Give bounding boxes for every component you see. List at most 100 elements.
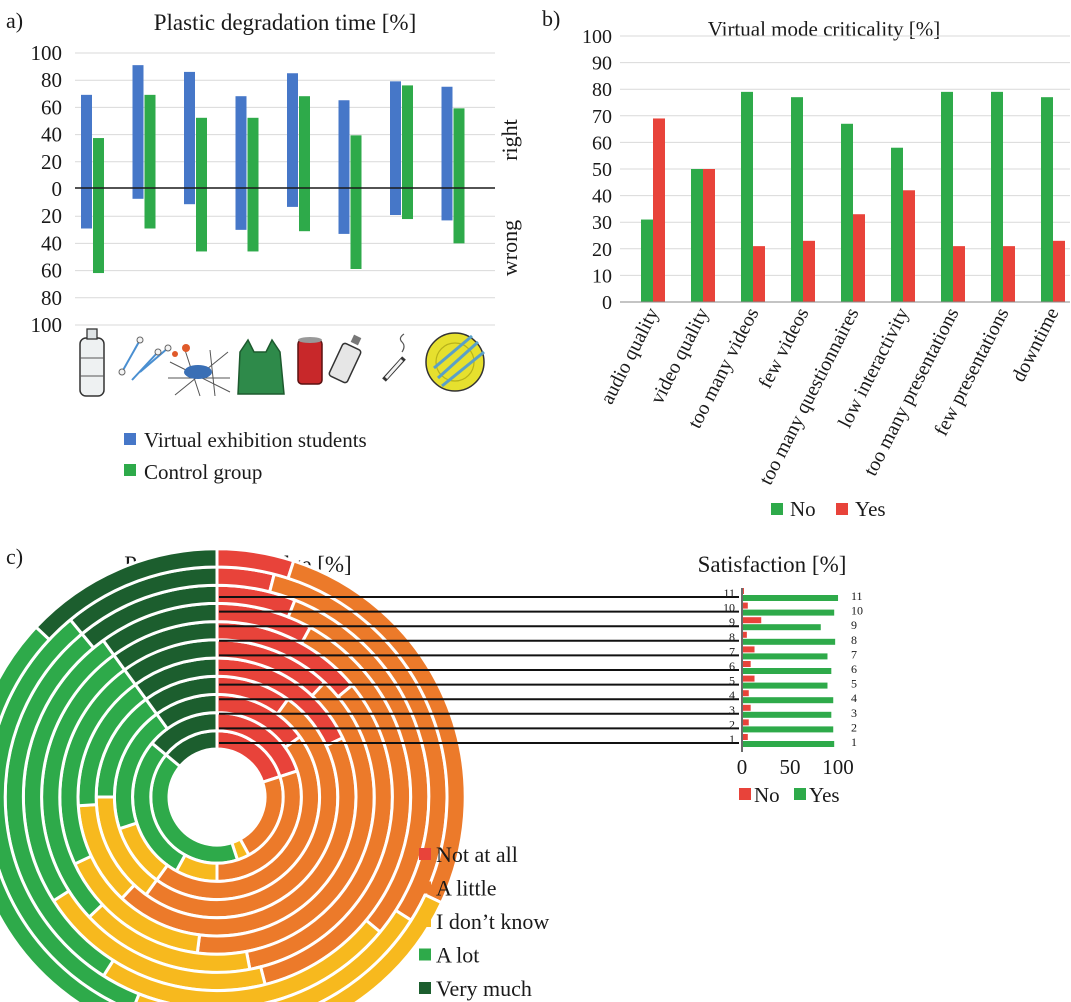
- b-y-tick-label: 50: [592, 159, 612, 181]
- sat-row-label-left: 8: [729, 630, 735, 644]
- a-bar-control-wrong: [196, 188, 207, 252]
- sat-row-label-left: 4: [729, 688, 735, 702]
- sat-bar-no: [743, 631, 747, 638]
- a-bar-control-wrong: [453, 188, 465, 244]
- sat-bar-yes: [743, 711, 832, 718]
- legend-pie-swatch: [419, 915, 431, 927]
- sat-bar-no: [743, 602, 748, 609]
- spray-can-icon: [328, 334, 362, 384]
- a-bar-virtual-right: [184, 71, 195, 188]
- a-bar-control-wrong: [350, 188, 362, 269]
- sat-row-label-right: 2: [851, 720, 857, 734]
- legend-a: Virtual exhibition students Control grou…: [124, 428, 367, 484]
- a-y-tick-label: 0: [52, 177, 63, 201]
- panel-a: a) Plastic degradation time [%] 100 80 60 4…: [6, 8, 522, 484]
- legend-pie-label: Not at all: [436, 842, 518, 867]
- b-y-tick-label: 20: [592, 239, 612, 261]
- b-bar-yes: [903, 190, 915, 302]
- a-bar-control-wrong: [144, 188, 156, 229]
- a-bar-virtual-wrong: [441, 188, 453, 221]
- sat-bar-no: [743, 690, 749, 697]
- legend-pie-swatch: [419, 948, 431, 961]
- b-bar-no: [891, 147, 903, 302]
- sat-row-label-right: 11: [851, 589, 863, 603]
- legend-a-virtual-label: Virtual exhibition students: [144, 428, 367, 452]
- a-y-tick-label: 20: [41, 204, 62, 228]
- b-bar-yes: [1053, 240, 1065, 302]
- b-bar-yes: [703, 169, 715, 302]
- legend-sat-swatch-no: [739, 788, 751, 800]
- b-x-tick-label: too many presentations: [860, 304, 964, 479]
- legend-sat-no-label: No: [754, 783, 780, 807]
- sat-row-label-left: 11: [723, 586, 735, 600]
- sat-row-label-right: 7: [851, 647, 857, 661]
- b-bar-yes: [853, 214, 865, 302]
- fishing-net-icon: [168, 344, 231, 397]
- sat-bar-yes: [743, 624, 821, 631]
- sat-row-label-right: 8: [851, 633, 857, 647]
- a-y-tick-label: 80: [41, 286, 62, 310]
- panel-b: b) Virtual mode criticality [%] 0 10 20 30 4…: [542, 6, 1070, 521]
- b-y-tick-label: 30: [592, 212, 612, 234]
- sat-bar-no: [743, 646, 755, 653]
- legend-pie-label: A lot: [436, 943, 479, 968]
- cotton-swabs-icon: [118, 336, 172, 381]
- a-bar-virtual-right: [287, 73, 298, 188]
- sat-bar-yes: [743, 682, 828, 689]
- a-bar-control-right: [350, 135, 362, 188]
- sat-row-label-right: 6: [851, 662, 857, 676]
- b-bar-yes: [653, 118, 665, 303]
- b-bar-yes: [1003, 246, 1015, 302]
- a-y-tick-label: 40: [41, 231, 62, 255]
- b-y-tick-label: 80: [592, 79, 612, 101]
- a-bar-virtual-wrong: [338, 188, 350, 234]
- soda-can-icon: [297, 337, 323, 385]
- sat-bar-yes: [743, 609, 835, 616]
- a-bar-virtual-right: [132, 65, 144, 188]
- b-bar-no: [991, 91, 1003, 302]
- a-bar-virtual-right: [81, 94, 92, 188]
- category-icons: [79, 328, 485, 397]
- ring-11-segment: [33, 547, 219, 642]
- sat-x-tick-label: 50: [780, 755, 801, 779]
- legend-a-swatch-virtual: [124, 433, 136, 445]
- sat-row-label-left: 10: [723, 601, 735, 615]
- sat-row-label-left: 9: [729, 615, 735, 629]
- panel-a-title: Plastic degradation time [%]: [154, 10, 417, 35]
- sat-bar-no: [743, 675, 755, 682]
- a-bar-virtual-wrong: [81, 188, 92, 229]
- plastic-cutlery-plate-icon: [425, 332, 485, 392]
- sat-bar-no: [743, 719, 749, 726]
- a-bar-control-right: [299, 96, 310, 188]
- a-bar-control-right: [196, 117, 207, 188]
- panel-b-letter: b): [542, 6, 560, 31]
- legend-pie-swatch: [419, 982, 431, 994]
- sat-row-label-right: 9: [851, 618, 857, 632]
- sat-bar-yes: [743, 668, 832, 674]
- legend-sat-swatch-yes: [794, 788, 806, 800]
- b-bar-no: [691, 169, 703, 302]
- sat-row-label-right: 10: [851, 604, 863, 618]
- sat-x-tick-label: 100: [822, 755, 854, 779]
- sat-bar-yes: [743, 741, 835, 747]
- b-bar-no: [841, 123, 853, 302]
- panel-c-satisfaction-title: Satisfaction [%]: [698, 552, 847, 577]
- panel-a-letter: a): [6, 8, 23, 33]
- sat-row-label-right: 3: [851, 706, 857, 720]
- b-y-tick-label: 40: [592, 186, 612, 208]
- sat-bar-no: [743, 734, 748, 740]
- legend-pie-swatch: [419, 881, 431, 894]
- legend-b-yes-label: Yes: [855, 497, 886, 521]
- a-bar-virtual-right: [390, 81, 401, 188]
- a-bar-virtual-wrong: [235, 188, 247, 230]
- a-y-tick-label: 100: [31, 41, 63, 65]
- a-y-tick-label: 20: [41, 150, 62, 174]
- b-bar-yes: [753, 246, 765, 302]
- b-y-tick-label: 10: [592, 265, 612, 287]
- legend-pie-swatch: [419, 848, 431, 860]
- sat-bar-yes: [743, 595, 839, 601]
- wrong-side-label: wrong: [497, 220, 522, 276]
- a-y-tick-label: 100: [31, 313, 63, 337]
- legend-b: No Yes: [771, 497, 886, 521]
- b-bar-no: [1041, 97, 1053, 303]
